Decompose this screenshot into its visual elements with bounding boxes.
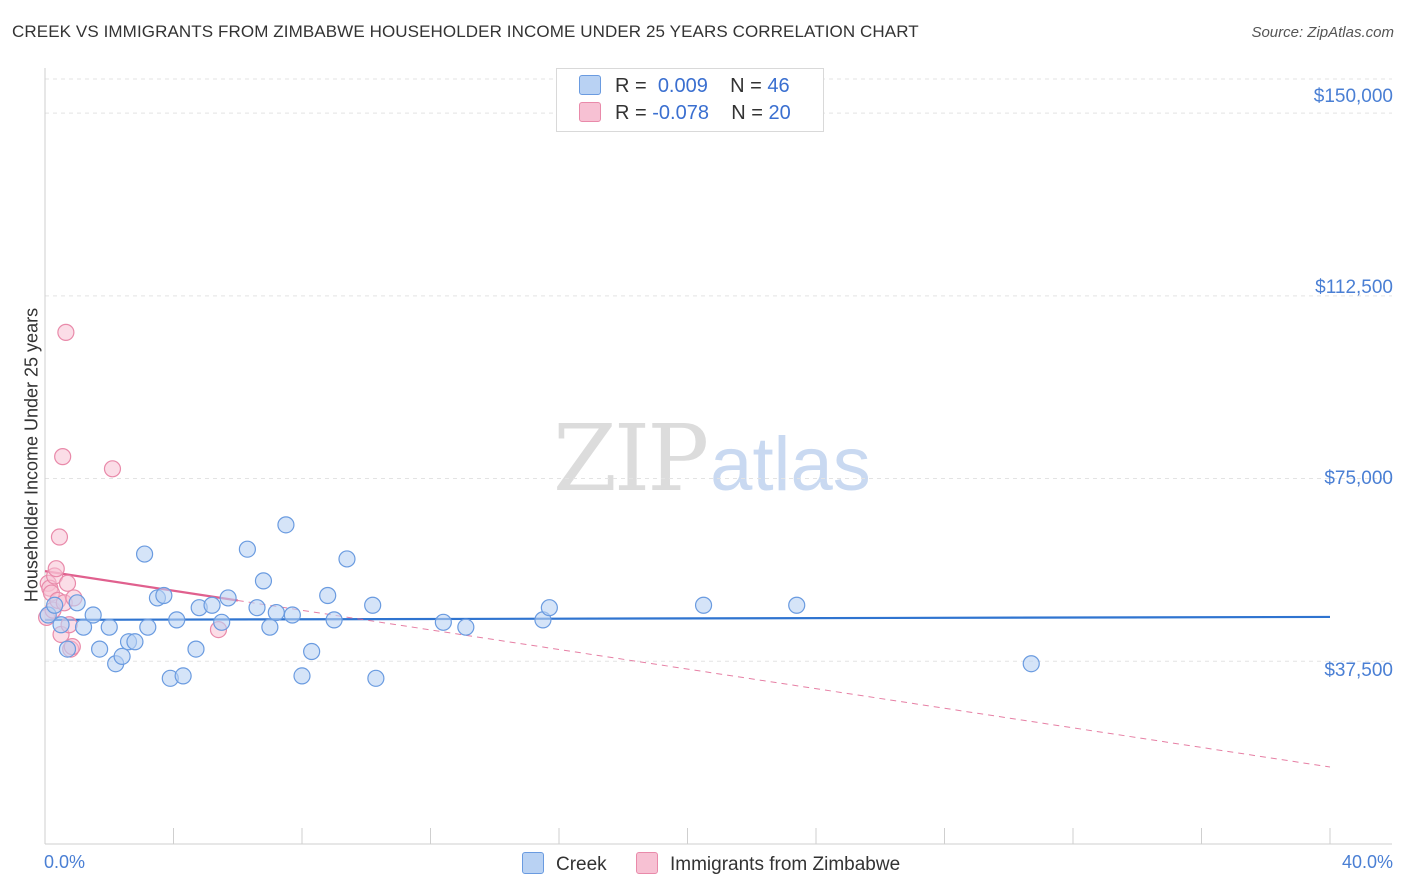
legend-row-zimbabwe: R = -0.078 N = 20 (579, 102, 791, 125)
creek-point (187, 640, 205, 658)
creek-point (74, 618, 93, 636)
creek-point (540, 599, 558, 617)
creek-point (238, 540, 256, 558)
creek-point (219, 589, 237, 607)
zimbabwe-point (57, 323, 75, 341)
zimbabwe-trend-line (44, 570, 238, 602)
legend-n-label: N = (730, 75, 762, 97)
bottom-legend-creek: Creek (522, 852, 607, 876)
x-tick-label: 0.0% (44, 852, 86, 872)
zimbabwe-point (47, 560, 65, 578)
creek-point (58, 640, 77, 658)
watermark: ZIPatlas (553, 405, 871, 512)
creek-point (135, 545, 154, 563)
bottom-legend-zimbabwe: Immigrants from Zimbabwe (636, 852, 900, 876)
correlation-legend: R = 0.009 N = 46 R = -0.078 N = 20 (556, 68, 824, 132)
creek-point (325, 611, 343, 629)
creek-trend-layer (44, 615, 1331, 621)
creek-point (126, 633, 144, 651)
y-tick-label: $150,000 (1313, 86, 1393, 107)
creek-point (319, 586, 337, 605)
axes (44, 68, 1392, 845)
creek-trend-line (44, 615, 1331, 621)
zimbabwe-legend-swatch (636, 852, 658, 874)
zimbabwe-swatch (579, 102, 601, 122)
y-tick-label: $37,500 (1324, 660, 1393, 681)
legend-r-value: 0.009 (657, 75, 708, 97)
creek-point (303, 642, 321, 661)
creek-point (788, 596, 806, 614)
creek-point (283, 606, 301, 624)
creek-point (155, 586, 173, 605)
creek-point (68, 594, 86, 612)
creek-legend-label: Creek (556, 854, 607, 875)
chart-title: CREEK VS IMMIGRANTS FROM ZIMBABWE HOUSEH… (12, 22, 919, 41)
creek-point (694, 596, 713, 614)
y-tick-label: $75,000 (1324, 468, 1393, 489)
zimbabwe-trend-extension (237, 600, 1331, 768)
watermark-zip: ZIP (553, 405, 709, 512)
creek-point (293, 667, 311, 685)
creek-point (434, 613, 452, 631)
source-label: Source: ZipAtlas.com (1251, 24, 1394, 41)
grid-lines (45, 78, 1392, 662)
y-tick-label: $112,500 (1315, 277, 1393, 298)
creek-point (254, 572, 273, 590)
legend-n-label: N = (731, 102, 763, 124)
zimbabwe-point (54, 448, 72, 466)
creek-point (91, 640, 109, 658)
creek-point (100, 618, 118, 636)
creek-points (39, 516, 1040, 687)
y-axis-label: Householder Income Under 25 years (21, 307, 42, 603)
creek-point (168, 611, 186, 629)
creek-point (367, 669, 385, 687)
zimbabwe-legend-label: Immigrants from Zimbabwe (670, 854, 901, 875)
creek-swatch (579, 75, 601, 95)
zimbabwe-point (103, 460, 122, 478)
x-tick-label: 40.0% (1341, 852, 1393, 872)
creek-point (267, 603, 285, 622)
zimbabwe-point (50, 528, 69, 546)
watermark-atlas: atlas (710, 422, 871, 507)
legend-n-value: 20 (768, 102, 791, 124)
creek-legend-swatch (522, 852, 544, 874)
creek-point (213, 613, 231, 631)
creek-point (203, 596, 221, 614)
creek-point (261, 618, 279, 636)
creek-point (46, 596, 64, 614)
creek-point (248, 599, 266, 617)
creek-point (277, 516, 295, 534)
zimbabwe-point (58, 574, 77, 592)
creek-point (174, 667, 192, 685)
legend-r-value: -0.078 (652, 102, 709, 124)
creek-point (139, 618, 157, 636)
creek-point (1022, 655, 1040, 673)
legend-n-value: 46 (767, 75, 790, 97)
zimbabwe-trend-layer (44, 570, 1331, 768)
legend-row-creek: R = 0.009 N = 46 (579, 75, 790, 98)
legend-r-label: R = (615, 75, 647, 97)
creek-point (338, 550, 356, 568)
creek-point (84, 606, 102, 624)
creek-point (457, 618, 475, 636)
creek-point (364, 596, 382, 614)
creek-point (113, 647, 131, 666)
creek-point (52, 616, 70, 634)
legend-r-label: R = (615, 102, 647, 124)
